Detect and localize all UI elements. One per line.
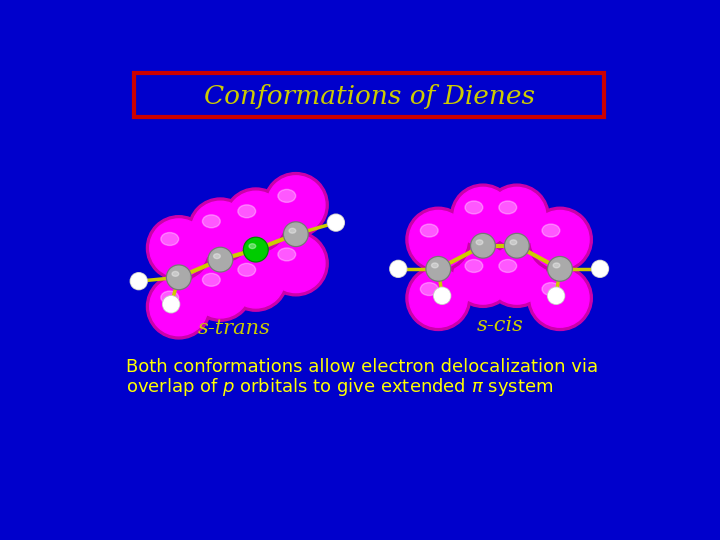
Ellipse shape [510,240,517,245]
Circle shape [426,256,451,281]
Text: Both conformations allow electron delocalization via: Both conformations allow electron deloca… [127,357,598,376]
Ellipse shape [438,292,442,295]
Circle shape [409,211,467,269]
Circle shape [210,248,231,271]
Circle shape [328,215,343,230]
Ellipse shape [420,282,438,295]
Circle shape [548,287,564,304]
Ellipse shape [289,228,296,233]
Circle shape [487,246,546,304]
Circle shape [531,269,589,327]
Text: s-trans: s-trans [198,319,271,338]
Circle shape [549,258,571,280]
Ellipse shape [394,265,398,268]
Ellipse shape [202,273,220,286]
Ellipse shape [465,260,483,272]
Ellipse shape [238,205,256,218]
Circle shape [146,215,211,280]
Circle shape [528,207,593,272]
Ellipse shape [465,201,483,214]
Circle shape [391,261,406,276]
Circle shape [454,246,512,304]
Circle shape [593,261,608,276]
Ellipse shape [476,240,483,245]
Circle shape [531,211,589,269]
Text: overlap of $p$ orbitals to give extended $\pi$ system: overlap of $p$ orbitals to give extended… [127,376,554,397]
Ellipse shape [553,263,560,268]
Ellipse shape [542,282,559,295]
Circle shape [285,223,307,245]
Ellipse shape [431,263,438,268]
Ellipse shape [278,248,296,261]
Ellipse shape [214,254,220,259]
Circle shape [163,296,179,313]
Circle shape [549,288,564,303]
Circle shape [548,256,572,281]
Ellipse shape [202,215,220,228]
FancyBboxPatch shape [134,72,604,117]
Circle shape [227,250,285,308]
Circle shape [427,258,449,280]
Circle shape [192,260,250,318]
Circle shape [130,273,147,289]
Circle shape [227,191,285,249]
Ellipse shape [278,190,296,202]
Circle shape [264,231,328,296]
Text: s-cis: s-cis [477,315,523,335]
Ellipse shape [552,292,556,295]
Circle shape [266,234,325,293]
Circle shape [435,288,450,303]
Ellipse shape [249,244,256,248]
Circle shape [485,184,549,249]
Circle shape [188,198,253,262]
Circle shape [592,260,608,278]
Text: Conformations of Dienes: Conformations of Dienes [204,84,534,109]
Ellipse shape [238,264,256,276]
Circle shape [451,184,516,249]
Circle shape [192,201,250,259]
Circle shape [168,266,190,288]
Circle shape [264,173,328,237]
Ellipse shape [595,265,600,268]
Circle shape [485,242,549,307]
Circle shape [487,187,546,246]
Circle shape [505,235,528,257]
Circle shape [223,247,288,311]
Ellipse shape [166,300,171,303]
Circle shape [208,247,233,272]
Circle shape [284,222,308,247]
Ellipse shape [499,260,517,272]
Circle shape [223,188,288,253]
Ellipse shape [161,291,179,304]
Circle shape [131,274,146,289]
Circle shape [409,269,467,327]
Circle shape [406,266,471,330]
Ellipse shape [420,224,438,237]
Circle shape [328,214,344,231]
Ellipse shape [161,233,179,246]
Circle shape [146,274,211,339]
Circle shape [166,265,191,289]
Circle shape [150,219,208,277]
Circle shape [451,242,516,307]
Circle shape [433,287,451,304]
Circle shape [188,256,253,321]
Circle shape [390,260,407,278]
Ellipse shape [499,201,517,214]
Circle shape [454,187,512,246]
Circle shape [150,278,208,336]
Ellipse shape [542,224,559,237]
Circle shape [528,266,593,330]
Circle shape [266,176,325,234]
Ellipse shape [172,272,179,276]
Circle shape [471,233,495,258]
Circle shape [472,235,494,257]
Circle shape [406,207,471,272]
Circle shape [505,233,529,258]
Circle shape [243,237,268,262]
Ellipse shape [331,219,336,222]
Circle shape [163,296,179,312]
Ellipse shape [134,277,139,280]
Circle shape [245,239,267,261]
